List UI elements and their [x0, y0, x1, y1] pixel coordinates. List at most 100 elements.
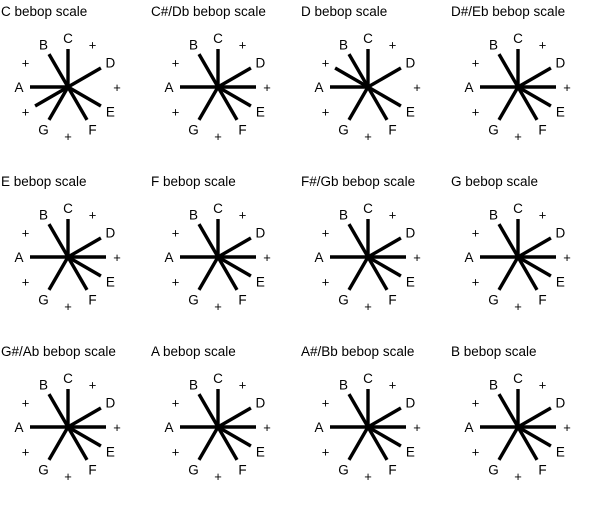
semitone-marker: + — [514, 299, 522, 314]
scale-spoke — [217, 236, 252, 259]
scale-wheel: C + D + EF + G + A + B — [164, 371, 270, 484]
semitone-marker: + — [214, 299, 222, 314]
note-label: C — [363, 201, 373, 216]
semitone-marker: + — [322, 396, 330, 411]
scale-title: E bebop scale — [1, 174, 87, 189]
semitone-marker: + — [22, 226, 30, 241]
semitone-marker: + — [364, 469, 372, 484]
note-label: G — [38, 462, 49, 477]
scale-diagram: A#/Bb bebop scale C + D + E F + G + A + B — [300, 340, 450, 505]
note-label: D — [556, 396, 566, 411]
semitone-marker: + — [89, 378, 97, 393]
note-label: D — [406, 56, 416, 71]
note-label: E — [106, 105, 115, 120]
semitone-marker: + — [364, 129, 372, 144]
note-label: C — [63, 31, 73, 46]
semitone-marker: + — [263, 80, 271, 95]
note-label: B — [39, 208, 48, 223]
scale-diagram: G#/Ab bebop scale C + D + E F + G + A + B — [0, 340, 150, 505]
scale-spoke — [347, 393, 370, 428]
scale-spoke — [197, 53, 220, 88]
semitone-marker: + — [22, 396, 30, 411]
note-label: B — [339, 378, 348, 393]
scale-diagram: G bebop scale C + D + E F + G + A + B — [450, 170, 596, 335]
scale-spoke — [67, 406, 102, 429]
scale-spoke — [367, 66, 402, 89]
scale-spoke — [517, 85, 552, 108]
semitone-marker: + — [413, 250, 421, 265]
scale-spoke — [34, 85, 69, 108]
note-label: D — [256, 396, 266, 411]
scale-spoke — [517, 425, 552, 448]
scale-spoke — [366, 256, 389, 291]
semitone-marker: + — [22, 445, 30, 460]
semitone-marker: + — [514, 469, 522, 484]
semitone-marker: + — [22, 56, 30, 71]
note-label: B — [339, 208, 348, 223]
scale-spoke — [66, 86, 89, 121]
scale-spoke — [217, 255, 252, 278]
scale-spoke — [197, 256, 220, 291]
scale-spoke — [217, 85, 252, 108]
note-label: B — [189, 38, 198, 53]
scale-spoke — [66, 426, 89, 461]
scale-spoke — [47, 256, 70, 291]
note-label: F — [238, 122, 246, 137]
scale-diagram: C#/Db bebop scale C + D + E F + G + A + B — [150, 0, 300, 165]
note-label: G — [188, 292, 199, 307]
scale-spoke — [367, 255, 402, 278]
note-label: B — [339, 38, 348, 53]
semitone-marker: + — [364, 299, 372, 314]
note-label: D — [256, 226, 266, 241]
semitone-marker: + — [172, 56, 180, 71]
scale-spoke — [197, 426, 220, 461]
note-label: C — [513, 201, 523, 216]
note-label: C — [63, 371, 73, 386]
semitone-marker: + — [539, 208, 547, 223]
scale-spoke — [197, 223, 220, 258]
scale-title: B bebop scale — [451, 344, 537, 359]
scale-wheel: C + D + EF + G + A + B — [314, 201, 421, 314]
note-label: C — [213, 31, 223, 46]
scale-wheel: C + D + EF + G + A + B — [14, 201, 120, 314]
note-label: G — [38, 122, 49, 137]
semitone-marker: + — [472, 396, 480, 411]
semitone-marker: + — [239, 378, 247, 393]
note-label: E — [256, 275, 265, 290]
scale-spoke — [517, 236, 552, 259]
scale-spoke — [67, 236, 102, 259]
note-label: G — [338, 122, 349, 137]
scale-title: A#/Bb bebop scale — [301, 344, 415, 359]
scale-spoke — [47, 86, 70, 121]
note-label: C — [213, 371, 223, 386]
semitone-marker: + — [64, 129, 72, 144]
scale-spoke — [367, 85, 402, 108]
semitone-marker: + — [64, 299, 72, 314]
scale-spoke — [47, 53, 70, 88]
note-label: F — [388, 462, 396, 477]
note-label: A — [14, 250, 23, 265]
note-label: E — [556, 275, 565, 290]
note-label: F — [538, 292, 546, 307]
note-label: G — [338, 462, 349, 477]
note-label: A — [314, 420, 323, 435]
scale-spoke — [517, 255, 552, 278]
scale-diagram: D#/Eb bebop scale C + D + E F + G + A + B — [450, 0, 596, 165]
scale-wheel: C + D + EF + G + A + B — [314, 31, 420, 144]
semitone-marker: + — [239, 208, 247, 223]
note-label: D — [556, 226, 566, 241]
note-label: B — [489, 38, 498, 53]
semitone-marker: + — [472, 226, 480, 241]
note-label: B — [39, 38, 48, 53]
semitone-marker: + — [472, 105, 480, 120]
scale-spoke — [197, 393, 220, 428]
scale-wheel: C + D + EF + G + A + B — [464, 201, 570, 314]
scale-spoke — [47, 393, 70, 428]
scale-title: C bebop scale — [1, 4, 88, 19]
semitone-marker: + — [472, 445, 480, 460]
semitone-marker: + — [472, 56, 480, 71]
scale-title: F#/Gb bebop scale — [301, 174, 416, 189]
scale-spoke — [517, 406, 552, 429]
note-label: E — [256, 105, 265, 120]
semitone-marker: + — [563, 420, 571, 435]
